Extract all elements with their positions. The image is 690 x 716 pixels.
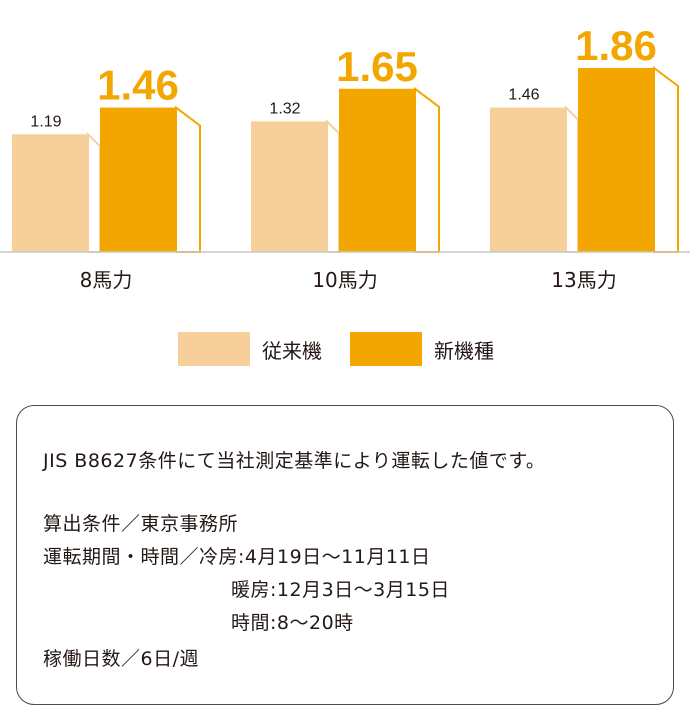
value-label-old-model-0: 1.19 — [30, 113, 61, 130]
note-operation-period-heating: 暖房:12月3日〜3月15日 — [231, 579, 450, 601]
category-label-1: 10馬力 — [312, 268, 377, 292]
bar-side-new-0 — [175, 105, 201, 253]
bar-side-old-0 — [87, 131, 101, 253]
category-label-2: 13馬力 — [551, 268, 616, 292]
value-label-new-model-0: 1.46 — [97, 62, 179, 109]
chart-legend: 従来機 新機種 — [178, 332, 522, 366]
bar-new-model-1 — [339, 88, 415, 252]
legend-label-old-model: 従来機 — [262, 338, 322, 363]
value-label-new-model-2: 1.86 — [575, 22, 657, 69]
note-box: JIS B8627条件にて当社測定基準により運転した値です。 算出条件／東京事務… — [16, 405, 674, 705]
legend-item-new-model: 新機種 — [350, 332, 494, 366]
note-measurement-condition: JIS B8627条件にて当社測定基準により運転した値です。 — [43, 450, 546, 472]
note-operation-period-cooling: 運転期間・時間／冷房:4月19日〜11月11日 — [43, 546, 431, 568]
bar-old-model-2 — [490, 107, 566, 253]
bar-side-new-2 — [653, 66, 679, 253]
category-label-0: 8馬力 — [80, 268, 133, 292]
legend-label-new-model: 新機種 — [434, 338, 494, 363]
note-operation-hours: 時間:8〜20時 — [231, 612, 354, 634]
value-label-old-model-1: 1.32 — [269, 100, 300, 117]
bar-side-old-1 — [326, 119, 340, 253]
bar-side-new-1 — [414, 86, 440, 253]
legend-swatch-old-model — [178, 332, 250, 366]
value-label-old-model-2: 1.46 — [508, 87, 539, 104]
bar-new-model-2 — [578, 68, 654, 252]
bar-old-model-1 — [251, 121, 327, 252]
note-calculation-condition: 算出条件／東京事務所 — [43, 513, 239, 535]
legend-item-old-model: 従来機 — [178, 332, 322, 366]
legend-swatch-new-model — [350, 332, 422, 366]
bar-side-old-2 — [565, 105, 579, 253]
value-label-new-model-1: 1.65 — [336, 43, 418, 90]
bar-new-model-0 — [100, 107, 176, 253]
bar-old-model-0 — [12, 134, 88, 252]
bar-chart: 1.19 1.46 8馬力 1.32 1.65 10馬力 1.46 1.86 13馬力 — [0, 22, 690, 292]
note-operating-days: 稼働日数／6日/週 — [43, 648, 199, 670]
